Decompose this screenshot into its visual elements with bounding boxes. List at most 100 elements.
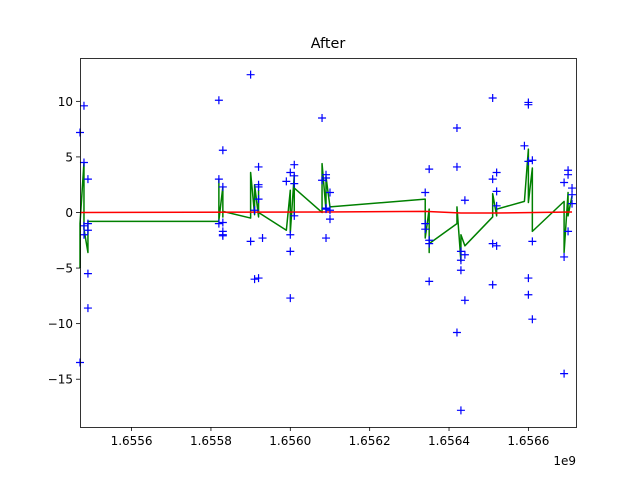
x-axis: 1.6556 1.6558 1.6560 1.6562 1.6564 1.6566: [111, 427, 549, 448]
scatter-point: [79, 101, 88, 110]
scatter-point: [325, 188, 334, 197]
scatter-point: [218, 231, 227, 240]
scatter-point: [254, 274, 263, 283]
x-tick-label: 1.6558: [190, 434, 232, 448]
scatter-point: [214, 219, 223, 228]
scatter-point: [460, 250, 469, 259]
scatter-point: [246, 237, 255, 246]
scatter-point: [460, 296, 469, 305]
scatter-point: [524, 274, 533, 283]
y-tick-label: −5: [55, 262, 73, 276]
scatter-point: [83, 175, 92, 184]
x-axis-offset-label: 1e9: [553, 454, 576, 468]
y-tick-label: −10: [48, 317, 73, 331]
scatter-point: [286, 168, 295, 177]
scatter-point: [564, 227, 573, 236]
scatter-point: [568, 190, 577, 199]
scatter-point: [488, 175, 497, 184]
scatter-point: [492, 168, 501, 177]
scatter-point: [492, 201, 501, 210]
scatter-point: [79, 230, 88, 239]
scatter-point: [488, 94, 497, 103]
scatter-point: [568, 199, 577, 208]
scatter-point: [456, 266, 465, 275]
scatter-point: [560, 178, 569, 187]
scatter-point: [524, 157, 533, 166]
x-tick-label: 1.6560: [269, 434, 311, 448]
scatter-point: [290, 160, 299, 169]
scatter-point: [246, 70, 255, 79]
scatter-point: [83, 226, 92, 235]
scatter-point: [214, 175, 223, 184]
scatter-point: [425, 165, 434, 174]
scatter-point: [250, 206, 259, 215]
scatter-point: [290, 179, 299, 188]
scatter-point: [83, 304, 92, 313]
y-axis: −15 −10 −5 0 5 10: [48, 95, 80, 387]
scatter-point: [421, 225, 430, 234]
scatter-point: [456, 256, 465, 265]
scatter-point: [79, 158, 88, 167]
scatter-point: [452, 124, 461, 133]
scatter-point: [286, 294, 295, 303]
scatter-point: [83, 219, 92, 228]
scatter-point: [560, 252, 569, 261]
scatter-point: [452, 328, 461, 337]
scatter-point: [214, 96, 223, 105]
scatter-point: [325, 215, 334, 224]
y-tick-label: −15: [48, 373, 73, 387]
scatter-point: [83, 269, 92, 278]
scatter-point: [425, 277, 434, 286]
scatter-point: [258, 234, 267, 243]
axes-frame: [80, 58, 577, 428]
scatter-point: [322, 174, 331, 183]
x-tick-label: 1.6564: [428, 434, 470, 448]
smoothed-series-line: [79, 148, 573, 269]
scatter-point: [568, 184, 577, 193]
scatter-point: [322, 234, 331, 243]
y-tick-label: 10: [58, 95, 73, 109]
scatter-point: [254, 182, 263, 191]
scatter-point: [218, 182, 227, 191]
scatter-point: [456, 247, 465, 256]
scatter-point: [456, 406, 465, 415]
scatter-point: [286, 230, 295, 239]
y-tick-label: 0: [65, 206, 73, 220]
scatter-point: [254, 195, 263, 204]
scatter-point: [460, 196, 469, 205]
scatter-point: [282, 177, 291, 186]
chart-title: After: [311, 36, 346, 52]
scatter-point: [528, 315, 537, 324]
scatter-point: [218, 218, 227, 227]
scatter-point: [488, 280, 497, 289]
scatter-point: [560, 369, 569, 378]
scatter-point: [520, 141, 529, 150]
scatter-point: [218, 146, 227, 155]
scatter-point: [564, 170, 573, 179]
scatter-point: [250, 275, 259, 284]
scatter-point: [452, 162, 461, 171]
y-tick-label: 5: [65, 150, 73, 164]
scatter-point: [425, 239, 434, 248]
scatter-point: [76, 358, 84, 367]
x-tick-label: 1.6562: [349, 434, 391, 448]
scatter-point: [290, 211, 299, 220]
scatter-point: [492, 187, 501, 196]
plot-area: [76, 70, 577, 415]
x-tick-label: 1.6556: [111, 434, 153, 448]
scatter-point: [76, 128, 84, 137]
scatter-point: [318, 114, 327, 123]
scatter-point: [524, 98, 533, 107]
scatter-point: [492, 241, 501, 250]
scatter-point: [290, 171, 299, 180]
scatter-point: [421, 188, 430, 197]
trend-series-line: [79, 210, 573, 214]
scatter-point: [524, 290, 533, 299]
scatter-point: [528, 156, 537, 165]
scatter-point: [286, 247, 295, 256]
x-tick-label: 1.6566: [507, 434, 549, 448]
scatter-point: [325, 206, 334, 215]
scatter-point: [254, 162, 263, 171]
